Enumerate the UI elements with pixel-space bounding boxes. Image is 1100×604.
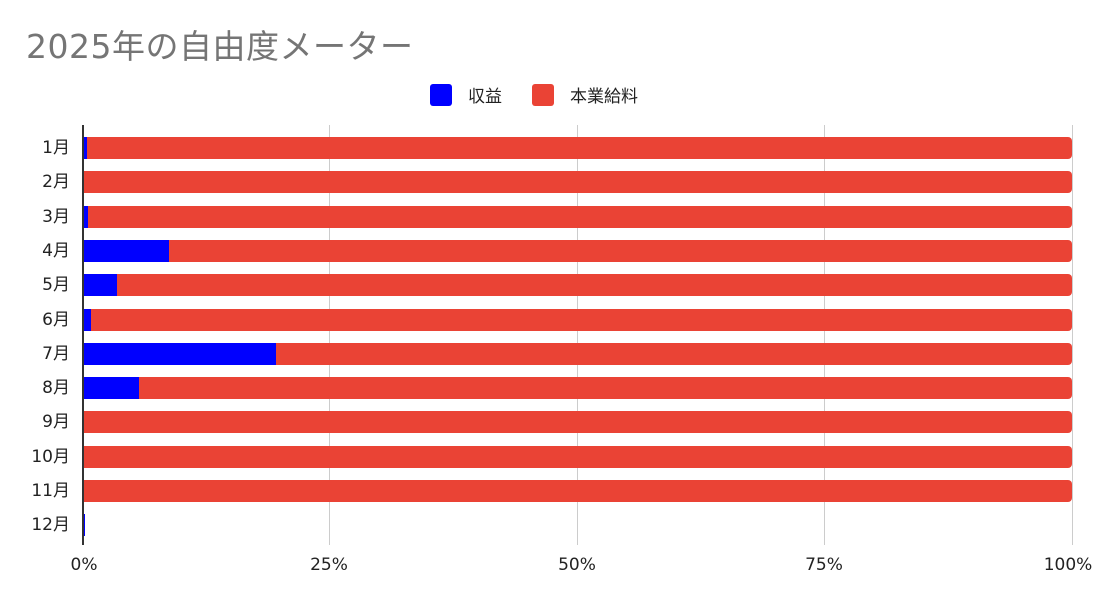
bar-row[interactable] [82, 239, 1072, 262]
bar-segment-revenue[interactable] [82, 137, 87, 159]
bar-row[interactable] [82, 377, 1072, 400]
bar-segment-salary[interactable] [82, 411, 1072, 434]
y-tick-label: 10月 [31, 446, 70, 467]
bar-segment-salary[interactable] [86, 137, 1072, 159]
y-tick-label: 9月 [42, 412, 70, 433]
gridline-50 [577, 125, 578, 545]
y-tick-label: 11月 [31, 481, 70, 501]
legend-swatch-revenue [430, 83, 452, 106]
y-tick-label: 7月 [42, 343, 70, 364]
y-tick-label: 1月 [42, 138, 70, 158]
bar-segment-salary[interactable] [169, 239, 1072, 262]
plot-area [82, 125, 1073, 545]
x-tick-25: 25% [310, 555, 348, 575]
gridline-75 [824, 125, 825, 545]
gridline-100 [1072, 125, 1073, 545]
bar-segment-salary[interactable] [116, 274, 1072, 297]
y-tick-label: 5月 [42, 275, 70, 296]
x-tick-75: 75% [805, 555, 843, 575]
y-tick-label: 8月 [42, 378, 70, 399]
bar-row[interactable] [82, 308, 1072, 331]
bar-segment-revenue[interactable] [82, 342, 277, 365]
bar-segment-salary[interactable] [82, 171, 1072, 194]
x-tick-50: 50% [558, 555, 596, 575]
y-tick-label: 3月 [42, 206, 70, 227]
bar-segment-salary[interactable] [276, 342, 1072, 365]
bar-row[interactable] [82, 205, 1072, 228]
bar-segment-salary[interactable] [90, 308, 1072, 331]
y-tick-label: 6月 [42, 309, 70, 330]
bar-segment-revenue[interactable] [82, 308, 91, 331]
bar-row[interactable] [82, 480, 1072, 502]
x-tick-100: 100% [1043, 555, 1093, 575]
bar-segment-revenue[interactable] [82, 239, 170, 262]
bar-segment-salary[interactable] [82, 445, 1072, 468]
legend-item-revenue[interactable]: 収益 [430, 82, 502, 107]
bar-row[interactable] [82, 445, 1072, 468]
bar-segment-salary[interactable] [139, 377, 1072, 400]
y-tick-label: 4月 [42, 240, 70, 261]
bar-row[interactable] [82, 171, 1072, 194]
bar-row[interactable] [82, 342, 1072, 365]
legend: 収益 本業給料 [430, 82, 668, 107]
legend-item-salary[interactable]: 本業給料 [532, 82, 638, 107]
bar-row[interactable] [82, 514, 1072, 537]
bar-row[interactable] [82, 137, 1072, 159]
bar-segment-revenue[interactable] [82, 274, 117, 297]
bar-segment-salary[interactable] [87, 205, 1072, 228]
chart-title: 2025年の自由度メーター [26, 27, 414, 66]
legend-swatch-salary [532, 83, 554, 106]
bar-row[interactable] [82, 274, 1072, 297]
legend-label-revenue: 収益 [468, 87, 502, 107]
bar-row[interactable] [82, 411, 1072, 434]
y-tick-label: 12月 [31, 515, 70, 536]
bar-segment-salary[interactable] [82, 480, 1072, 502]
bar-segment-revenue[interactable] [82, 205, 88, 228]
y-tick-label: 2月 [42, 172, 70, 193]
gridline-25 [329, 125, 330, 545]
bar-segment-revenue[interactable] [82, 377, 140, 400]
legend-label-salary: 本業給料 [570, 87, 638, 107]
y-axis-line [82, 125, 84, 545]
x-tick-0: 0% [70, 555, 98, 575]
